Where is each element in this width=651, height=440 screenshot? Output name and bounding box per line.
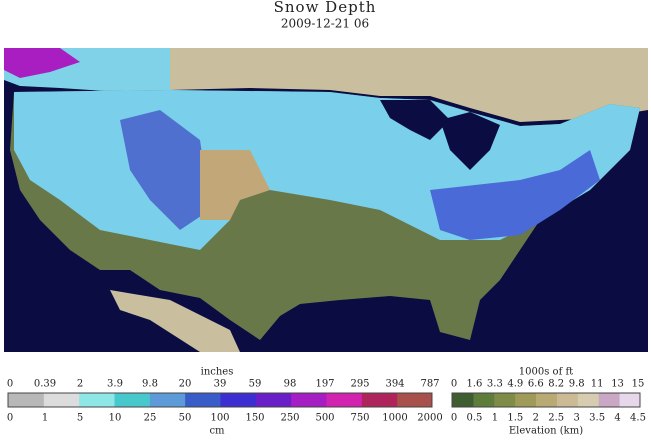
plains-bare — [200, 150, 270, 220]
snow-legend-bottom-label: cm — [209, 426, 225, 437]
great-lakes-east — [440, 112, 500, 170]
legend-top-tick: 3.3 — [487, 379, 503, 390]
legend-top-tick: 2 — [77, 379, 83, 390]
elevation-legend-frame — [451, 392, 641, 408]
legend-top-tick: 0 — [451, 379, 457, 390]
legend-bottom-tick: 0 — [451, 413, 457, 424]
snow-legend-frame — [7, 392, 433, 408]
legend-swatch — [361, 393, 398, 407]
subtitle: 2009-12-21 06 — [281, 17, 369, 31]
legend-bottom-tick: 250 — [280, 413, 299, 424]
legend-bottom-tick: 0 — [7, 413, 13, 424]
legend-bottom-tick: 0.5 — [466, 413, 482, 424]
deep-snow — [4, 48, 80, 78]
legend-bottom-tick: 1 — [492, 413, 498, 424]
legend-swatch — [577, 393, 599, 407]
legend-swatch — [78, 393, 115, 407]
legend-bottom-tick: 750 — [350, 413, 369, 424]
legend-bottom-tick: 4 — [614, 413, 620, 424]
legend-swatch — [149, 393, 186, 407]
title: Snow Depth — [274, 0, 377, 16]
legend-top-tick: 3.9 — [107, 379, 123, 390]
great-lakes — [380, 100, 450, 140]
legend-top-tick: 1.6 — [466, 379, 482, 390]
legend-swatch — [114, 393, 150, 407]
map — [4, 48, 648, 352]
legend-top-tick: 394 — [385, 379, 404, 390]
mexico — [110, 290, 240, 352]
legend-bottom-tick: 1.5 — [507, 413, 523, 424]
legend-bottom-tick: 2000 — [417, 413, 442, 424]
legend-top-tick: 9.8 — [142, 379, 158, 390]
legend-top-tick: 0 — [7, 379, 13, 390]
legend-swatch — [290, 393, 327, 407]
legend-swatch — [598, 393, 620, 407]
snow-legend-top-label: inches — [201, 367, 234, 378]
legend-swatch — [556, 393, 578, 407]
legend-swatch — [8, 393, 44, 407]
legend-bottom-tick: 3 — [573, 413, 579, 424]
elevation-legend-top-label: 1000s of ft — [519, 367, 573, 378]
legend-bottom-tick: 150 — [245, 413, 264, 424]
legend-top-tick: 9.8 — [569, 379, 585, 390]
legend-top-tick: 295 — [350, 379, 369, 390]
legend-top-tick: 11 — [591, 379, 604, 390]
legend-bottom-tick: 500 — [315, 413, 334, 424]
legend-top-tick: 0.39 — [34, 379, 56, 390]
legend-swatch — [514, 393, 537, 407]
legend-swatch — [472, 393, 495, 407]
canada — [170, 48, 648, 122]
legend-swatch — [43, 393, 80, 407]
legend-swatch — [184, 393, 221, 407]
legend-bottom-tick: 5 — [77, 413, 83, 424]
legend-bottom-tick: 3.5 — [589, 413, 605, 424]
legend-bottom-tick: 50 — [179, 413, 192, 424]
legend-bottom-tick: 4.5 — [630, 413, 646, 424]
legend-top-tick: 59 — [249, 379, 262, 390]
legend-swatch — [326, 393, 362, 407]
legend-top-tick: 15 — [632, 379, 645, 390]
legend-swatch — [493, 393, 516, 407]
elevation-legend-bottom-label: Elevation (km) — [509, 426, 583, 437]
legend-swatch — [220, 393, 256, 407]
legend-swatch — [619, 393, 641, 407]
legend-top-tick: 20 — [179, 379, 192, 390]
legend-top-tick: 98 — [284, 379, 297, 390]
legend-bottom-tick: 1000 — [382, 413, 407, 424]
legend-bottom-tick: 2.5 — [548, 413, 564, 424]
legend-bottom-tick: 10 — [109, 413, 122, 424]
legend-swatch — [255, 393, 292, 407]
east-snow — [430, 150, 600, 240]
legend-top-tick: 8.2 — [548, 379, 564, 390]
legend-swatch — [396, 393, 433, 407]
legend-top-tick: 197 — [315, 379, 334, 390]
legend-top-tick: 4.9 — [507, 379, 523, 390]
legends: 4.543.532.521.510.501513119.88.26.64.93.… — [7, 367, 646, 437]
legend-bottom-tick: 100 — [210, 413, 229, 424]
legend-top-tick: 39 — [214, 379, 227, 390]
legend-top-tick: 13 — [611, 379, 624, 390]
legend-swatch — [452, 393, 474, 407]
rockies-snow — [120, 110, 210, 230]
legend-bottom-tick: 25 — [144, 413, 157, 424]
legend-bottom-tick: 2 — [533, 413, 539, 424]
legend-top-tick: 787 — [420, 379, 439, 390]
legend-top-tick: 6.6 — [528, 379, 544, 390]
legend-bottom-tick: 1 — [42, 413, 48, 424]
legend-swatch — [535, 393, 557, 407]
